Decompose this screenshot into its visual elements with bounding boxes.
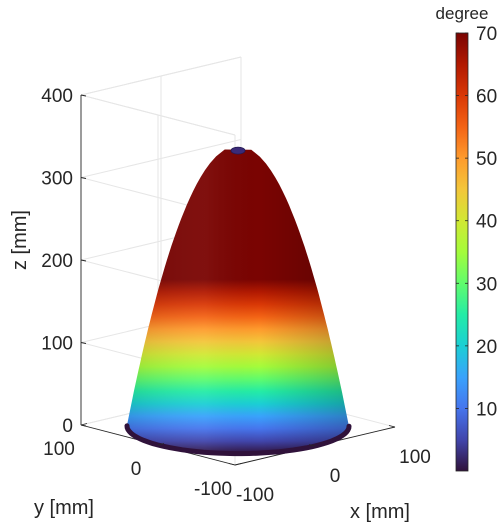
colorbar-ticks: 10 20 30 40 50 60 70 [456, 24, 497, 420]
colorbar-tick-label: 60 [476, 87, 497, 108]
surface-top-opening [230, 146, 246, 155]
y-tick-mark [157, 443, 165, 446]
z-tick-mark [80, 342, 87, 344]
colorbar-gradient [455, 32, 469, 472]
z-tick-label: 0 [62, 416, 73, 437]
x-tick-label: 100 [399, 447, 431, 468]
colorbar-tick-label: 20 [476, 337, 497, 358]
x-tick-mark [388, 425, 396, 428]
colorbar-tick-label: 50 [476, 149, 497, 170]
x-tick-label: 0 [330, 466, 341, 487]
y-tick-mark [234, 463, 242, 466]
colorbar-tick-label: 10 [476, 399, 497, 420]
colorbar: degree 10 20 30 40 50 60 70 [436, 4, 497, 472]
z-tick-label: 400 [41, 86, 73, 107]
z-tick-label: 300 [41, 169, 73, 190]
colorbar-title: degree [436, 4, 489, 23]
surface [124, 146, 352, 457]
z-tick-mark [80, 259, 87, 262]
y-tick-label: 100 [43, 439, 75, 460]
colorbar-tick-label: 30 [476, 274, 497, 295]
y-tick-label: 0 [131, 459, 142, 480]
x-tick-mark [308, 444, 316, 447]
z-tick-label: 100 [41, 334, 73, 355]
z-tick-mark [80, 177, 87, 179]
z-tick-mark [80, 94, 87, 97]
x-axis-label: x [mm] [350, 501, 410, 523]
y-tick-label: -100 [194, 479, 232, 500]
surface-shading [127, 149, 349, 454]
x-tick-mark [228, 463, 236, 466]
z-axis-label: z [mm] [9, 210, 31, 270]
y-axis-label: y [mm] [34, 497, 94, 519]
x-tick-label: -100 [236, 485, 274, 506]
surface-base-rim [124, 423, 352, 457]
box-edge [80, 94, 236, 136]
colorbar-tick-label: 40 [476, 212, 497, 233]
colorbar-tick-label: 70 [476, 24, 497, 45]
y-tick-mark [80, 423, 88, 426]
box-edge [80, 56, 242, 96]
z-tick-label: 200 [41, 251, 73, 272]
